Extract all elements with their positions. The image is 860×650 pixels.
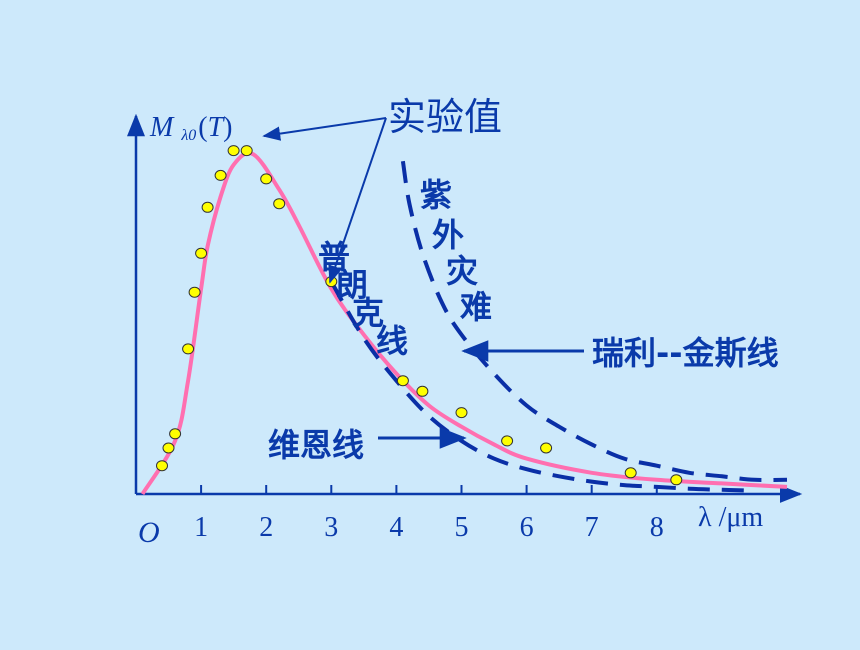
x-tick-label-3: 3 bbox=[324, 512, 338, 543]
experimental-point bbox=[501, 435, 514, 447]
experimental-arrow-2 bbox=[328, 117, 387, 284]
x-tick-label-5: 5 bbox=[454, 512, 468, 543]
experimental-point bbox=[540, 442, 553, 454]
annotations: 实验值 普 朗 克 线 紫 外 灾 难 瑞利--金斯线 维恩线 bbox=[262, 95, 779, 464]
experimental-point bbox=[396, 375, 409, 387]
experimental-point bbox=[195, 247, 208, 259]
experimental-point bbox=[214, 169, 227, 181]
uv-char-1: 紫 bbox=[420, 176, 452, 214]
x-tick-label-1: 1 bbox=[194, 512, 208, 543]
x-tick-label-2: 2 bbox=[259, 512, 273, 543]
planck-char-4: 线 bbox=[376, 322, 408, 360]
experimental-arrow-1 bbox=[262, 117, 387, 141]
experimental-point bbox=[201, 201, 214, 213]
series-line-rayleigh-jeans bbox=[400, 160, 788, 483]
uv-char-2: 外 bbox=[432, 216, 464, 254]
experimental-point bbox=[188, 286, 201, 298]
experimental-point bbox=[182, 343, 195, 355]
experimental-point bbox=[169, 428, 182, 440]
curves bbox=[140, 151, 788, 496]
x-axis-label: λ /μm bbox=[698, 502, 763, 533]
planck-char-2: 朗 bbox=[336, 266, 368, 304]
uv-char-4: 难 bbox=[460, 288, 492, 326]
series-line-planck bbox=[140, 151, 788, 496]
experimental-point bbox=[162, 442, 175, 454]
series-line-wien bbox=[329, 280, 748, 493]
x-ticks: 1 2 3 4 5 6 7 8 bbox=[194, 485, 664, 543]
x-tick-label-4: 4 bbox=[389, 512, 403, 543]
x-tick-label-8: 8 bbox=[650, 512, 664, 543]
planck-char-3: 克 bbox=[352, 294, 384, 332]
experimental-point bbox=[624, 467, 637, 479]
experimental-point bbox=[273, 198, 286, 210]
experimental-point bbox=[416, 385, 429, 397]
planck-char-1: 普 bbox=[318, 238, 350, 276]
rayleigh-jeans-label: 瑞利--金斯线 bbox=[592, 334, 779, 372]
experimental-point bbox=[670, 474, 683, 486]
experimental-points bbox=[156, 145, 683, 486]
origin-label: O bbox=[138, 516, 160, 549]
experimental-point bbox=[156, 460, 168, 472]
uv-char-3: 灾 bbox=[446, 252, 478, 290]
experimental-point bbox=[227, 145, 240, 157]
wien-label: 维恩线 bbox=[268, 426, 364, 464]
x-tick-label-7: 7 bbox=[585, 512, 599, 543]
experimental-point bbox=[240, 145, 253, 157]
experimental-values-label: 实验值 bbox=[388, 95, 502, 139]
axes bbox=[127, 113, 803, 503]
experimental-point bbox=[455, 407, 468, 419]
experimental-point bbox=[260, 173, 273, 185]
x-tick-label-6: 6 bbox=[520, 512, 534, 543]
